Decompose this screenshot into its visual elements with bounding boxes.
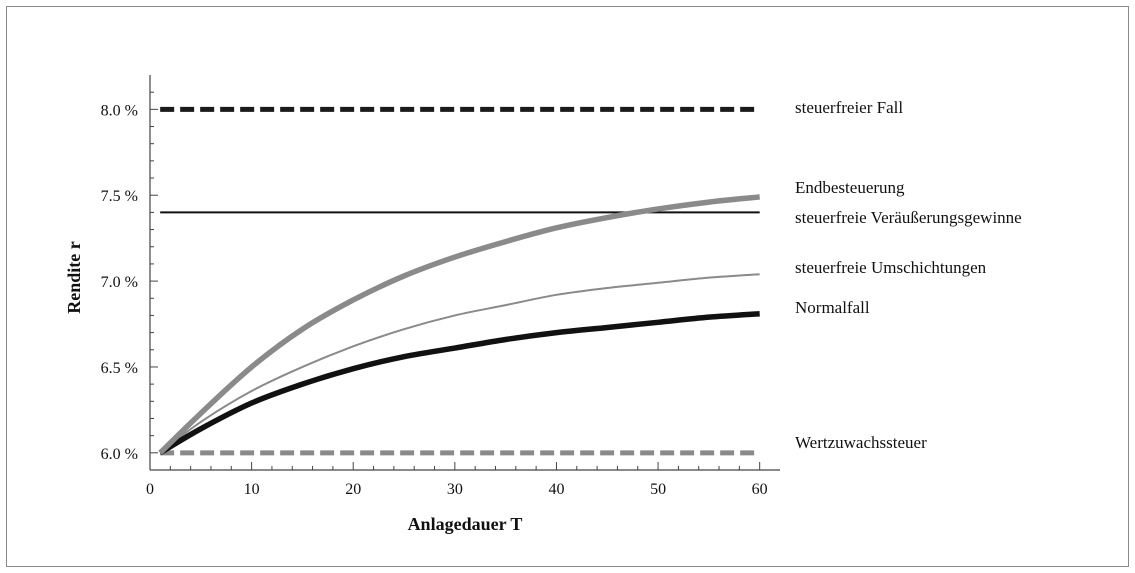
x-tick-label: 20 xyxy=(345,481,361,498)
y-tick-label: 8.0 % xyxy=(101,102,138,119)
series-line-1 xyxy=(158,194,760,455)
series-line-4 xyxy=(158,310,760,456)
y-ticks: 6.0 % 6.5 % 7.0 % 7.5 % 8.0 % xyxy=(101,91,158,471)
y-axis-title: Rendite r xyxy=(64,241,84,313)
series-label: Wertzuwachssteuer xyxy=(795,433,927,452)
x-tick-label: 50 xyxy=(650,481,666,498)
figure-frame xyxy=(6,6,1129,567)
x-ticks: 0 10 20 30 40 50 60 xyxy=(146,462,768,498)
series-layer xyxy=(158,106,760,456)
series-label: steuerfreie Veräußerungsgewinne xyxy=(795,208,1022,227)
series-label: Endbesteuerung xyxy=(795,178,905,197)
series-label: steuerfreie Umschichtungen xyxy=(795,258,987,277)
x-tick-label: 30 xyxy=(447,481,463,498)
y-tick-label: 7.0 % xyxy=(101,274,138,291)
series-line-3 xyxy=(159,273,760,454)
y-tick-label: 6.0 % xyxy=(101,446,138,463)
x-tick-label: 0 xyxy=(146,481,154,498)
y-tick-label: 6.5 % xyxy=(101,360,138,377)
x-tick-label: 10 xyxy=(244,481,260,498)
y-tick-label: 7.5 % xyxy=(101,188,138,205)
series-label: Normalfall xyxy=(795,298,870,317)
x-axis-title: Anlagedauer T xyxy=(408,514,523,534)
x-tick-label: 60 xyxy=(752,481,768,498)
series-labels: steuerfreier Fall Endbesteuerung steuerfre… xyxy=(795,98,1022,452)
axes: 0 10 20 30 40 50 60 6.0 % 6.5 % 7.0 % 7.5 % 8.0 % xyxy=(101,75,780,498)
series-label: steuerfreier Fall xyxy=(795,98,903,117)
x-tick-label: 40 xyxy=(548,481,564,498)
